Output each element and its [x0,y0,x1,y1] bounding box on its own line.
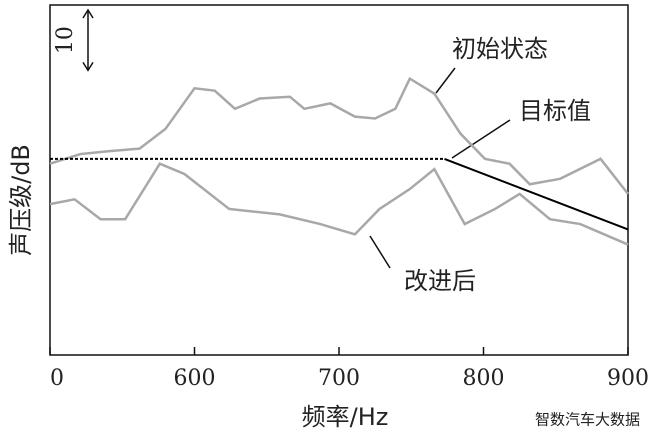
x-tick-label: 600 [174,366,216,391]
x-tick-label: 900 [607,366,649,391]
line-series [50,159,628,230]
line-series [49,162,629,246]
arrow [435,67,456,94]
scale-bar-label: 10 [53,26,78,54]
x-axis-label: 频率/Hz [302,403,389,431]
arrow [369,235,391,269]
x-tick-label: 0 [50,366,64,391]
arrow [451,119,511,159]
annotation: 目标值 [519,97,591,125]
x-tick-label: 800 [463,366,505,391]
annotation: 改进后 [404,267,476,295]
y-axis-label: 声压级/dB [7,144,35,256]
line-segment [444,157,629,231]
watermark: 智数汽车大数据 [535,411,640,429]
line-series [49,76,629,195]
scale-bar-arrow [82,8,94,72]
x-tick-label: 700 [318,366,360,391]
annotation: 初始状态 [452,35,548,63]
